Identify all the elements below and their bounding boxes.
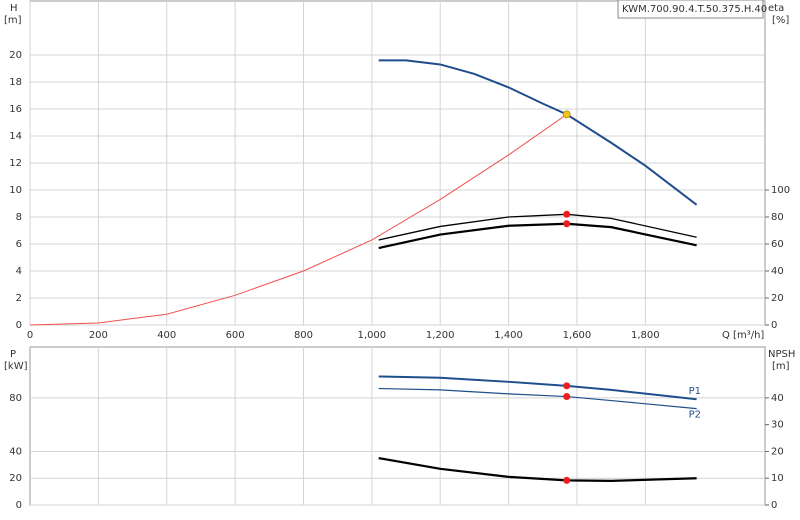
- operating-point: [563, 210, 571, 218]
- y2-tick-label: 40: [771, 393, 784, 404]
- y2-axis-unit: [%]: [772, 15, 789, 26]
- y-axis-unit: [kW]: [4, 361, 28, 372]
- y2-tick-label: 40: [771, 266, 784, 277]
- y-tick-label: 20: [9, 473, 22, 484]
- y-tick-label: 0: [16, 320, 22, 331]
- y2-axis-unit: [m]: [772, 361, 790, 372]
- x-tick-label: 800: [294, 330, 313, 341]
- y2-tick-label: 10: [771, 473, 784, 484]
- y-tick-label: 40: [9, 446, 22, 457]
- y2-tick-label: 20: [771, 293, 784, 304]
- y2-tick-label: 0: [771, 320, 777, 331]
- y2-tick-label: 80: [771, 212, 784, 223]
- y2-axis-label: NPSH: [768, 349, 795, 360]
- x-tick-label: 1,400: [494, 330, 523, 341]
- x-tick-label: 200: [89, 330, 108, 341]
- y-tick-label: 16: [9, 104, 22, 115]
- y-tick-label: 12: [9, 158, 22, 169]
- x-tick-label: 1,800: [631, 330, 660, 341]
- curve: [29, 113, 568, 326]
- curve: [378, 59, 698, 206]
- y-tick-label: 2: [16, 293, 22, 304]
- y-tick-label: 10: [9, 185, 22, 196]
- operating-point: [563, 220, 571, 228]
- y-axis-label: H: [10, 3, 18, 14]
- y-tick-label: 8: [16, 212, 22, 223]
- x-tick-label: 1,600: [563, 330, 592, 341]
- y-tick-label: 4: [16, 266, 22, 277]
- y-tick-label: 20: [9, 50, 22, 61]
- legend-label: P1: [689, 386, 701, 397]
- model-label: KWM.700.90.4.T.50.375.H.40: [622, 4, 767, 15]
- y2-tick-label: 30: [771, 420, 784, 431]
- operating-point: [563, 393, 571, 401]
- operating-point: [563, 382, 571, 390]
- curve: [378, 387, 697, 410]
- y2-tick-label: 20: [771, 446, 784, 457]
- legend-label: P2: [689, 410, 701, 421]
- model-box: [617, 0, 764, 19]
- y-tick-label: 80: [9, 393, 22, 404]
- y2-tick-label: 100: [771, 185, 790, 196]
- y-tick-label: 6: [16, 239, 22, 250]
- x-tick-label: 600: [226, 330, 245, 341]
- x-tick-label: 1,000: [358, 330, 387, 341]
- curve: [378, 222, 697, 250]
- y2-tick-label: 60: [771, 239, 784, 250]
- curve: [378, 213, 697, 241]
- y-tick-label: 14: [9, 131, 22, 142]
- y-axis-label: P: [10, 349, 16, 360]
- y-tick-label: 0: [16, 500, 22, 511]
- x-axis-label: Q [m³/h]: [722, 330, 764, 341]
- y2-axis-label: eta: [768, 3, 784, 14]
- x-tick-label: 400: [157, 330, 176, 341]
- operating-point: [563, 476, 571, 484]
- plot-frame: [29, 346, 766, 506]
- curve: [378, 375, 697, 401]
- x-tick-label: 0: [27, 330, 33, 341]
- x-tick-label: 1,200: [426, 330, 455, 341]
- y2-tick-label: 0: [771, 500, 777, 511]
- operating-point: [562, 110, 571, 119]
- y-axis-unit: [m]: [4, 15, 22, 26]
- curve: [378, 457, 697, 482]
- y-tick-label: 18: [9, 77, 22, 88]
